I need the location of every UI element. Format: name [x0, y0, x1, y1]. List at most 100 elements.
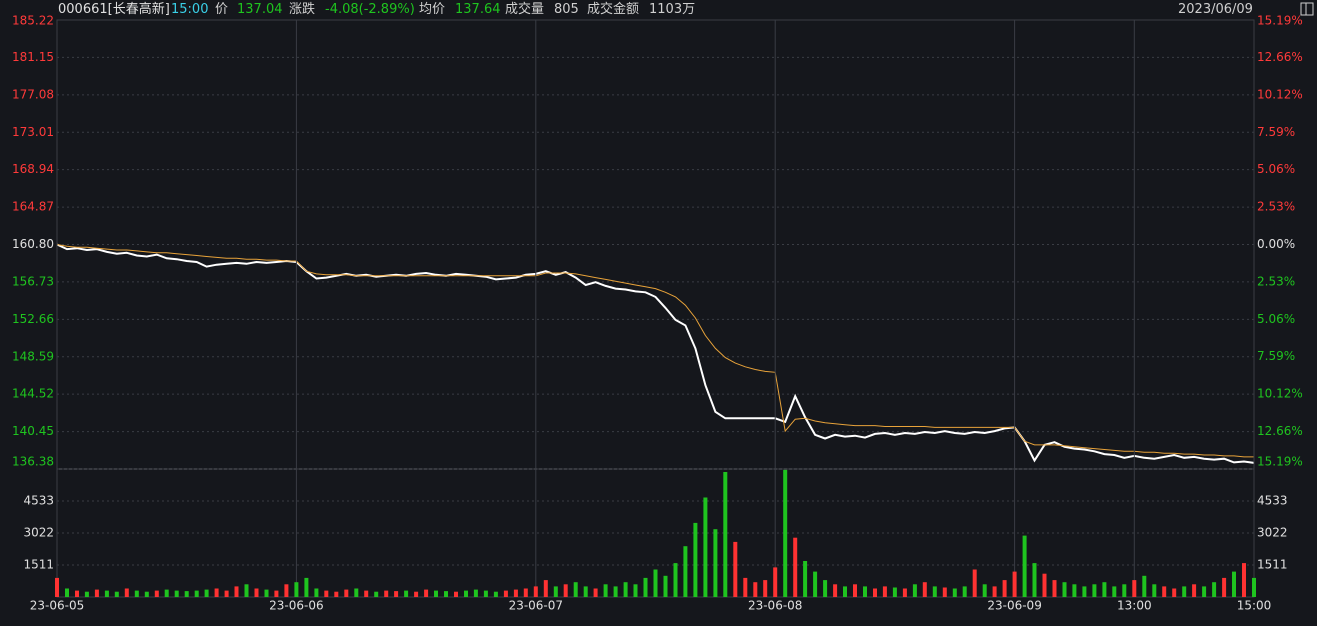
- change-label: 涨跌: [289, 2, 316, 17]
- volume-bar: [1062, 582, 1067, 597]
- volume-bar: [84, 591, 89, 597]
- volume-bar: [643, 577, 648, 597]
- volume-bar: [174, 590, 179, 597]
- volume-bar: [234, 586, 239, 597]
- avg-label: 均价: [419, 2, 446, 17]
- volume-bar: [1122, 584, 1127, 597]
- volume-bar: [912, 584, 917, 597]
- volume-bar: [1172, 588, 1177, 597]
- volume-bar: [972, 569, 977, 597]
- volume-bar: [1202, 586, 1207, 597]
- volume-bar: [194, 590, 199, 597]
- volume-bar: [1152, 584, 1157, 597]
- volume-bar: [932, 586, 937, 597]
- y2-tick-label: 10.12%: [1257, 87, 1303, 101]
- volume-bar: [583, 586, 588, 597]
- volume-bar: [863, 586, 867, 597]
- volume-bar: [154, 590, 159, 597]
- volume-bar: [94, 589, 99, 597]
- volume-bar: [1032, 563, 1037, 597]
- volume-bar: [294, 582, 299, 597]
- volume-bar: [1072, 584, 1077, 597]
- volume-bar: [134, 590, 139, 597]
- y-tick-label: 168.94: [12, 162, 54, 176]
- volume-bar: [454, 591, 458, 597]
- amount-label: 成交金额: [587, 2, 640, 17]
- volume-bar: [214, 588, 219, 597]
- volume-bar: [783, 469, 788, 597]
- y-tick-label: 164.87: [12, 200, 54, 214]
- volume-bar: [354, 588, 359, 597]
- volume-bar: [793, 537, 798, 597]
- y-tick-label: 3022: [23, 526, 54, 540]
- volume-bar: [493, 591, 498, 597]
- volume-bar: [613, 586, 618, 597]
- volume-bar: [533, 586, 538, 597]
- x-tick-label: 23-06-06: [269, 599, 323, 613]
- volume-bar: [633, 584, 638, 597]
- y-tick-label: 185.22: [12, 14, 54, 28]
- volume-bar: [853, 584, 857, 597]
- volume-bar: [424, 589, 429, 597]
- volume-bar: [1142, 575, 1147, 597]
- volume-bar: [124, 588, 129, 597]
- price-line: [56, 243, 1255, 464]
- volume-bar: [693, 522, 698, 597]
- volume-bar: [1022, 535, 1027, 597]
- icon-frame[interactable]: [1300, 2, 1314, 16]
- volume-bar: [962, 586, 967, 597]
- volume-bar: [1112, 586, 1117, 597]
- x-tick-label: 23-06-07: [509, 599, 563, 613]
- volume-bar: [1182, 586, 1187, 597]
- volume-bar: [1162, 586, 1167, 597]
- y2-tick-label: 5.06%: [1257, 312, 1295, 326]
- volume-bar: [264, 589, 269, 597]
- volume-bar: [593, 588, 598, 597]
- y-tick-label: 160.80: [12, 237, 54, 251]
- volume-bar: [224, 590, 229, 597]
- volume-bar: [314, 588, 319, 597]
- volume-bar: [384, 590, 389, 597]
- volume-bar: [444, 591, 448, 597]
- volume-bar: [374, 591, 379, 597]
- y-tick-label: 148.59: [12, 349, 54, 363]
- volume-bar: [763, 580, 768, 597]
- volume-bar: [1222, 577, 1227, 597]
- amount: 1103万: [649, 2, 696, 17]
- volume-bar: [1212, 582, 1217, 597]
- y-tick-label: 144.52: [12, 387, 54, 401]
- price: 137.04: [237, 2, 283, 17]
- volume-bar: [952, 588, 957, 597]
- x-tick-label: 23-06-05: [30, 599, 84, 613]
- volume-bar: [334, 591, 339, 597]
- volume-bar: [394, 591, 399, 597]
- volume-bar: [55, 577, 59, 597]
- volume-bar: [873, 588, 877, 597]
- volume-bar: [513, 589, 518, 597]
- volume-bar: [434, 590, 438, 597]
- layout-toggle-icon[interactable]: [1300, 2, 1314, 16]
- volume-bar: [753, 582, 758, 597]
- volume-bar: [653, 569, 658, 597]
- volume-bar: [523, 588, 528, 597]
- volume-bar: [404, 590, 409, 597]
- volume-bar: [603, 584, 608, 597]
- volume-bar: [683, 546, 688, 597]
- volume-label: 成交量: [505, 2, 545, 17]
- volume-bar: [184, 591, 189, 597]
- volume-bar: [553, 586, 558, 597]
- volume-bar: [1002, 580, 1007, 597]
- y-tick-label: 152.66: [12, 312, 54, 326]
- volume-bar: [563, 584, 568, 597]
- volume-bar: [274, 590, 279, 597]
- volume-bar: [204, 589, 209, 597]
- volume-bar: [833, 584, 838, 597]
- y2-tick-label: 7.59%: [1257, 125, 1295, 139]
- volume-bar: [843, 586, 847, 597]
- change: -4.08(-2.89%): [325, 2, 415, 17]
- volume-bar: [882, 586, 887, 597]
- plot-frame: [56, 19, 1255, 598]
- x-tick-label: 23-06-08: [748, 599, 802, 613]
- y-tick-label: 181.15: [12, 50, 54, 64]
- x-tick-label: 15:00: [1237, 599, 1272, 613]
